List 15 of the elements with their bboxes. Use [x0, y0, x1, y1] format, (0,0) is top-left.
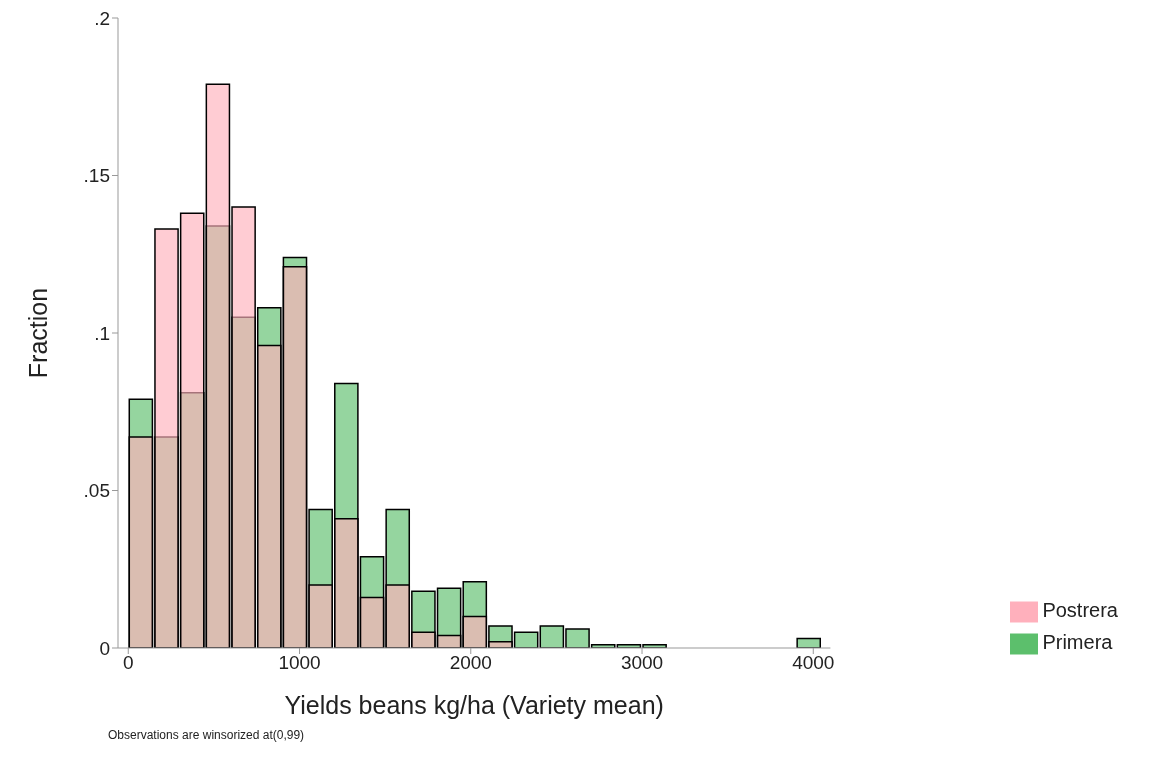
legend-label: Postrera	[1042, 599, 1118, 621]
y-tick-label: .05	[83, 480, 110, 502]
legend-label: Primera	[1042, 631, 1113, 653]
x-tick-label: 3000	[620, 652, 664, 674]
y-tick-label: .1	[94, 322, 110, 344]
y-axis-title: Fraction	[23, 287, 52, 379]
y-tick-label: .15	[83, 165, 110, 187]
x-tick-label: 2000	[449, 652, 492, 674]
y-tick-label: 0	[99, 637, 110, 659]
x-tick-label: 0	[122, 652, 134, 674]
x-tick-label: 1000	[278, 652, 321, 674]
y-tick-label: .2	[94, 7, 110, 29]
x-tick-label: 4000	[792, 652, 835, 674]
text: Observations are winsorized at(0,99)	[108, 728, 306, 742]
x-axis-title: Yields beans kg/ha (Variety mean)	[284, 691, 664, 719]
